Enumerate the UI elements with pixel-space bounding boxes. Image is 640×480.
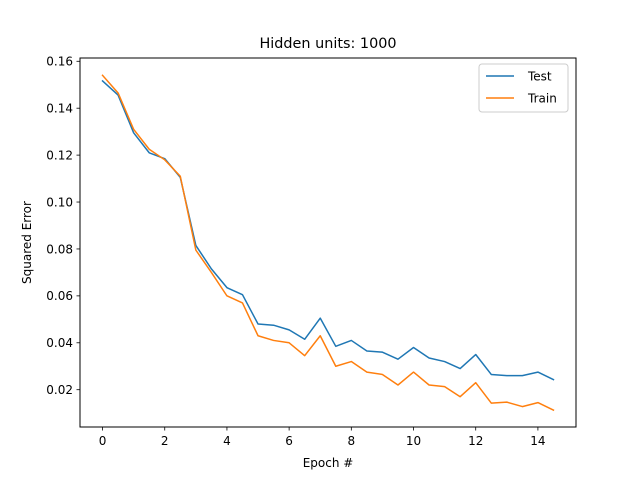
x-tick-label: 0 xyxy=(99,434,107,448)
x-tick-label: 10 xyxy=(406,434,421,448)
x-tick-label: 4 xyxy=(223,434,231,448)
series-line-train xyxy=(101,74,555,412)
x-axis: 0 2 4 6 8 10 12 14 xyxy=(99,427,546,448)
axes-frame xyxy=(79,57,577,428)
x-tick-label: 6 xyxy=(285,434,293,448)
chart-title: Hidden units: 1000 xyxy=(259,36,396,52)
y-tick-label: 0.14 xyxy=(46,102,73,116)
y-tick-label: 0.16 xyxy=(46,55,73,69)
legend-label-train: Train xyxy=(527,91,557,105)
y-tick-label: 0.12 xyxy=(46,148,73,162)
y-tick-label: 0.04 xyxy=(46,336,73,350)
x-tick-label: 14 xyxy=(530,434,545,448)
x-axis-label: Epoch # xyxy=(303,456,354,470)
x-tick-label: 2 xyxy=(161,434,169,448)
y-tick-label: 0.10 xyxy=(46,195,73,209)
y-tick-label: 0.02 xyxy=(46,383,73,397)
x-tick-label: 12 xyxy=(468,434,483,448)
legend: Test Train xyxy=(478,63,569,113)
y-axis-label: Squared Error xyxy=(20,201,34,284)
plot-area xyxy=(101,74,555,412)
legend-label-test: Test xyxy=(527,69,552,83)
y-tick-label: 0.08 xyxy=(46,242,73,256)
y-tick-label: 0.06 xyxy=(46,289,73,303)
x-tick-label: 8 xyxy=(348,434,356,448)
y-axis: 0.02 0.04 0.06 0.08 0.10 0.12 0.14 0.16 xyxy=(46,55,80,397)
